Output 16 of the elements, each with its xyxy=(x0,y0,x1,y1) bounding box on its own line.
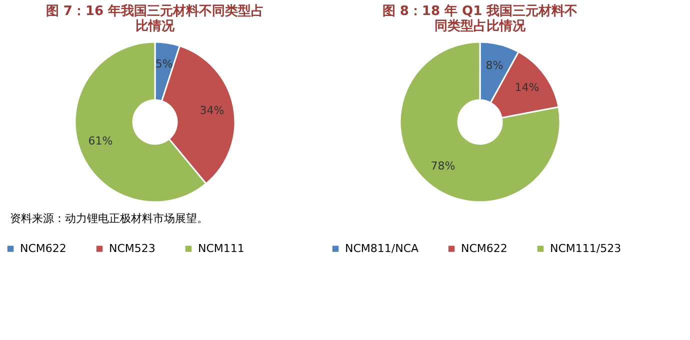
data-label: 78% xyxy=(430,160,456,173)
legend-label: NCM111 xyxy=(198,242,244,255)
legend-label: NCM111/523 xyxy=(550,242,622,255)
data-label: 61% xyxy=(88,134,113,148)
legend-label: NCM622 xyxy=(461,242,508,255)
chart-title: 图 7：16 年我国三元材料不同类型占比情况 xyxy=(46,3,264,34)
chart-title: 图 8：18 年 Q1 我国三元材料不同类型占比情况 xyxy=(382,3,578,34)
legend-label: NCM811/NCA xyxy=(345,242,420,255)
legend-label: NCM622 xyxy=(20,242,66,255)
donut-slice xyxy=(399,41,561,203)
data-label: 5% xyxy=(155,58,173,71)
data-label: 34% xyxy=(200,104,224,118)
data-label: 8% xyxy=(486,58,504,72)
legend-label: NCM523 xyxy=(109,242,156,255)
data-label: 14% xyxy=(514,80,540,94)
text: 资料来源：动力锂电正极材料市场展望。 xyxy=(10,212,208,225)
